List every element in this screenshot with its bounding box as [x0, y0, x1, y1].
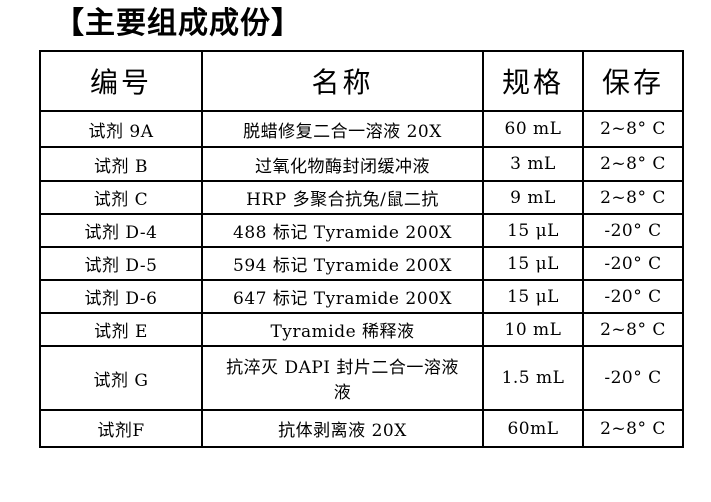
- cell-reagent-name: 抗体剥离液 20X: [201, 409, 484, 448]
- cell-reagent-name: 抗淬灭 DAPI 封片二合一溶液 液: [201, 345, 484, 411]
- cell-spec: 60mL: [482, 409, 584, 448]
- cell-reagent-name: 594 标记 Tyramide 200X: [201, 246, 484, 281]
- cell-storage: -20° C: [582, 246, 684, 281]
- section-title: 【主要组成成份】: [54, 6, 302, 41]
- cell-spec: 1.5 mL: [482, 345, 584, 411]
- table-row: 试剂 9A 脱蜡修复二合一溶液 20X 60 mL 2~8° C: [39, 110, 684, 148]
- cell-reagent-id: 试剂 C: [39, 180, 203, 215]
- table-row: 试剂 D-5 594 标记 Tyramide 200X 15 μL -20° C: [39, 246, 684, 281]
- cell-reagent-id: 试剂F: [39, 409, 203, 448]
- table-header-row: 编号 名称 规格 保存: [39, 50, 684, 112]
- cell-reagent-name: 647 标记 Tyramide 200X: [201, 279, 484, 314]
- table-row: 试剂F 抗体剥离液 20X 60mL 2~8° C: [39, 409, 684, 448]
- column-header-storage: 保存: [582, 50, 684, 112]
- cell-reagent-id: 试剂 D-6: [39, 279, 203, 314]
- cell-spec: 3 mL: [482, 146, 584, 182]
- cell-storage: 2~8° C: [582, 110, 684, 148]
- column-header-id: 编号: [39, 50, 203, 112]
- cell-storage: -20° C: [582, 345, 684, 411]
- cell-spec: 10 mL: [482, 312, 584, 347]
- cell-reagent-id: 试剂 E: [39, 312, 203, 347]
- table-row: 试剂 E Tyramide 稀释液 10 mL 2~8° C: [39, 312, 684, 347]
- cell-reagent-name: 488 标记 Tyramide 200X: [201, 213, 484, 248]
- column-header-spec: 规格: [482, 50, 584, 112]
- cell-reagent-id: 试剂 G: [39, 345, 203, 411]
- cell-reagent-id: 试剂 D-5: [39, 246, 203, 281]
- cell-reagent-name: Tyramide 稀释液: [201, 312, 484, 347]
- cell-spec: 9 mL: [482, 180, 584, 215]
- cell-storage: 2~8° C: [582, 180, 684, 215]
- table-row: 试剂 D-6 647 标记 Tyramide 200X 15 μL -20° C: [39, 279, 684, 314]
- table-row: 试剂 B 过氧化物酶封闭缓冲液 3 mL 2~8° C: [39, 146, 684, 182]
- cell-reagent-id: 试剂 9A: [39, 110, 203, 148]
- cell-storage: -20° C: [582, 213, 684, 248]
- cell-storage: -20° C: [582, 279, 684, 314]
- cell-reagent-id: 试剂 D-4: [39, 213, 203, 248]
- cell-reagent-name: 脱蜡修复二合一溶液 20X: [201, 110, 484, 148]
- table-row: 试剂 G 抗淬灭 DAPI 封片二合一溶液 液 1.5 mL -20° C: [39, 345, 684, 411]
- cell-spec: 15 μL: [482, 246, 584, 281]
- components-table: 编号 名称 规格 保存 试剂 9A 脱蜡修复二合一溶液 20X 60 mL 2~…: [39, 50, 684, 448]
- table-row: 试剂 D-4 488 标记 Tyramide 200X 15 μL -20° C: [39, 213, 684, 248]
- cell-storage: 2~8° C: [582, 312, 684, 347]
- table-row: 试剂 C HRP 多聚合抗兔/鼠二抗 9 mL 2~8° C: [39, 180, 684, 215]
- cell-reagent-id: 试剂 B: [39, 146, 203, 182]
- cell-spec: 60 mL: [482, 110, 584, 148]
- cell-spec: 15 μL: [482, 213, 584, 248]
- cell-reagent-name: HRP 多聚合抗兔/鼠二抗: [201, 180, 484, 215]
- column-header-name: 名称: [201, 50, 484, 112]
- cell-storage: 2~8° C: [582, 146, 684, 182]
- cell-spec: 15 μL: [482, 279, 584, 314]
- cell-reagent-name: 过氧化物酶封闭缓冲液: [201, 146, 484, 182]
- cell-storage: 2~8° C: [582, 409, 684, 448]
